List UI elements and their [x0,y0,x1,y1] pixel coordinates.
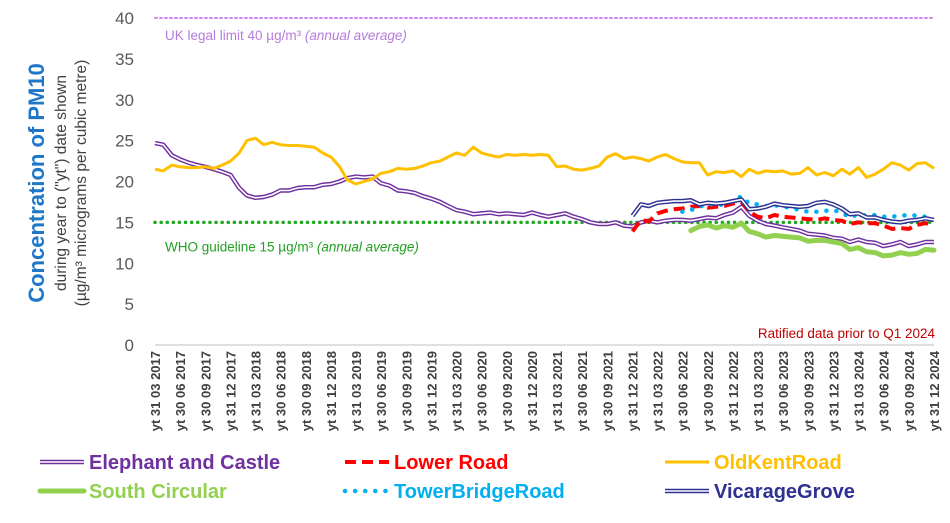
legend-item: Elephant and Castle [40,452,280,474]
x-tick-label: yt 31 12 2024 [927,350,942,431]
x-tick-label: yt 31 12 2019 [424,351,439,431]
y-tick-label: 15 [115,213,134,232]
y-tick-label: 25 [115,132,134,151]
series-line [680,193,937,220]
legend-label: Lower Road [394,452,508,474]
x-tick-label: yt 30 09 2019 [399,351,414,431]
x-tick-label: yt 31 12 2017 [223,351,238,431]
x-tick-label: yt 30 09 2020 [500,351,515,431]
x-tick-label: yt 31 03 2021 [550,351,565,431]
legend-label: Elephant and Castle [89,452,280,474]
reference-label: UK legal limit 40 µg/m³ (annual average) [165,28,407,43]
x-tick-label: yt 30 06 2021 [575,351,590,431]
x-tick-label: yt 31 03 2022 [651,351,666,431]
series-south-circular [688,220,937,259]
y-axis-title-line-3: (µg/m³ micrograms per cubic metre) [73,60,90,307]
legend-item: OldKentRoad [665,452,842,474]
y-tick-label: 5 [125,295,134,314]
legend-item: South Circular [37,481,227,503]
series-vicaragegrove [630,197,935,225]
reference-label: WHO guideline 15 µg/m³ (annual average) [165,239,419,254]
x-tick-label: yt 31 03 2023 [751,351,766,431]
y-tick-label: 10 [115,254,134,273]
legend-item: TowerBridgeRoad [342,481,565,503]
x-tick-label: yt 30 06 2017 [173,351,188,431]
reference-lines: UK legal limit 40 µg/m³ (annual average)… [153,17,936,254]
x-tick-label: yt 31 12 2022 [726,351,741,431]
legend-label: OldKentRoad [714,452,842,474]
series-towerbridgeroad [680,193,937,220]
x-tick-label: yt 30 09 2021 [600,351,615,431]
x-tick-label: yt 31 03 2019 [349,351,364,431]
x-tick-label: yt 30 06 2019 [374,351,389,431]
series-line [631,198,935,224]
y-tick-label: 40 [115,9,134,28]
x-tick-label: yt 30 09 2017 [198,351,213,431]
x-tick-label: yt 30 09 2024 [902,350,917,431]
y-axis-title-main: Concentration of PM10 [24,63,49,303]
x-tick-label: yt 31 03 2020 [450,351,465,431]
legend-item: Lower Road [345,452,508,474]
legend: Elephant and Castle Lower Road OldKentRoad… [37,452,855,503]
legend-label: TowerBridgeRoad [394,481,565,503]
legend-label: VicarageGrove [714,481,855,503]
ratified-data-note: Ratified data prior to Q1 2024 [758,326,936,341]
x-tick-label: yt 30 09 2018 [299,351,314,431]
y-tick-label: 35 [115,50,134,69]
y-tick-label: 30 [115,91,134,110]
x-tick-label: yt 30 09 2023 [801,351,816,431]
series-oldkentroad [154,136,935,186]
x-tick-label: yt 31 12 2021 [625,351,640,431]
x-axis: yt 31 03 2017 yt 30 06 2017 yt 30 09 2017 y… [148,344,942,431]
x-tick-label: yt 31 03 2024 [852,350,867,431]
y-axis-title: Concentration of PM10 during year to ("y… [24,60,90,307]
x-tick-label: yt 30 06 2024 [877,350,892,431]
x-tick-label: yt 31 12 2023 [826,351,841,431]
x-tick-label: yt 31 12 2018 [324,351,339,431]
series-lower-road [630,199,935,233]
y-axis-ticks: 0 5 10 15 20 25 30 35 40 [115,9,134,355]
x-tick-label: yt 31 03 2018 [249,351,264,431]
y-axis-title-line-2: during year to ("yt") date shown [53,75,70,291]
series-line [630,199,935,233]
x-tick-label: yt 30 06 2022 [676,351,691,431]
legend-label: South Circular [89,481,227,503]
legend-item: VicarageGrove [665,481,855,503]
x-tick-label: yt 30 06 2020 [475,351,490,431]
plot-series [154,136,937,259]
series-line [154,136,935,186]
x-tick-label: yt 31 03 2017 [148,351,163,431]
y-tick-label: 0 [125,336,134,355]
series-elephant-and-castle [154,140,934,249]
x-tick-label: yt 31 12 2020 [525,351,540,431]
x-tick-label: yt 30 06 2023 [776,351,791,431]
x-tick-label: yt 30 09 2022 [701,351,716,431]
y-tick-label: 20 [115,173,134,192]
series-line [688,220,937,259]
series-line [154,142,934,247]
x-tick-label: yt 30 06 2018 [274,351,289,431]
